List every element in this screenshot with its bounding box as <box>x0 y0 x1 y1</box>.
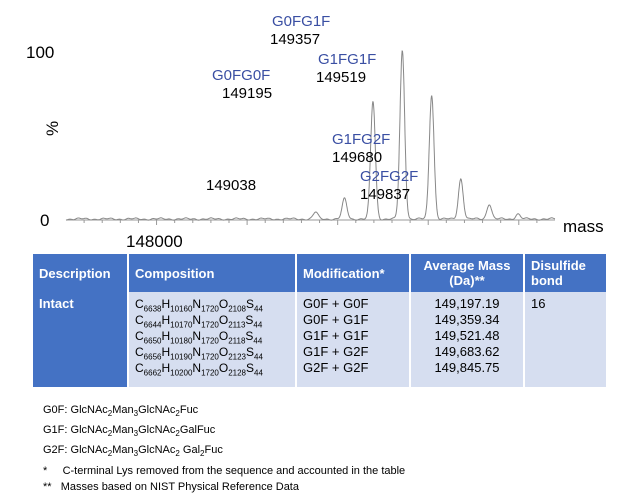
modification-item: G1F + G1F <box>303 328 369 343</box>
composition-header: Composition <box>129 254 297 292</box>
y-tick-label-0: 0 <box>40 211 49 230</box>
modification-item: G0F + G1F <box>303 312 369 327</box>
peak-mass-label: 149519 <box>316 69 366 86</box>
footnote-g2f: G2F: GlcNAc2Man3GlcNAc2 Gal2Fuc <box>43 444 223 459</box>
footnote-g0f: G0F: GlcNAc2Man3GlcNAc2Fuc <box>43 404 199 419</box>
y-axis-label: % <box>43 121 62 136</box>
modification-item: G0F + G0F <box>303 296 369 311</box>
peak-name-label: G1FG2F <box>332 131 390 148</box>
peak-mass-label: 149195 <box>222 85 272 102</box>
peak-name-label: G1FG1F <box>318 51 376 68</box>
footnote-g1f: G1F: GlcNAc2Man3GlcNAc2GalFuc <box>43 424 216 439</box>
mass-value: 149,683.62 <box>434 344 500 359</box>
mass-value: 149,521.48 <box>434 328 500 343</box>
mass-table: Description Composition Modification* Av… <box>33 254 606 387</box>
mass-value: 149,845.75 <box>434 360 500 375</box>
formula-item: C6638H10160N1720O2108S44 <box>135 297 263 314</box>
footnote-double-star: ** Masses based on NIST Physical Referen… <box>43 480 299 493</box>
modification-item: G1F + G2F <box>303 344 369 359</box>
x-axis-ticks <box>83 220 538 225</box>
description-header: Description <box>33 254 129 292</box>
disulfide-header: Disulfide bond <box>525 254 606 292</box>
composition-cell: C6638H10160N1720O2108S44 C6644H10170N1720… <box>129 292 297 387</box>
x-tick-label-148000: 148000 <box>126 232 183 251</box>
formula-item: C6650H10180N1720O2118S44 <box>135 329 263 346</box>
peak-name-label: G2FG2F <box>360 168 418 185</box>
footnote-star: * C-terminal Lys removed from the sequen… <box>43 464 406 477</box>
formula-item: C6656H10190N1720O2123S44 <box>135 345 263 362</box>
y-tick-label-100: 100 <box>26 43 54 62</box>
peak-mass-label: 149357 <box>270 31 320 48</box>
mass-value: 149,359.34 <box>434 312 500 327</box>
peak-name-label: G0FG1F <box>272 13 330 30</box>
description-cell: Intact <box>33 292 129 387</box>
formula-list: C6638H10160N1720O2108S44 C6644H10170N1720… <box>135 296 289 378</box>
modification-cell: G0F + G0F G0F + G1F G1F + G1F G1F + G2F … <box>297 292 411 387</box>
peak-name-label: G0FG0F <box>212 67 270 84</box>
peak-mass-label: 149038 <box>206 177 256 194</box>
average-mass-cell: 149,197.19 149,359.34 149,521.48 149,683… <box>411 292 525 387</box>
disulfide-cell: 16 <box>525 292 606 387</box>
table-header-row: Description Composition Modification* Av… <box>33 254 606 292</box>
footnotes: G0F: GlcNAc2Man3GlcNAc2Fuc G1F: GlcNAc2M… <box>43 402 405 495</box>
peak-mass-label: 149680 <box>332 149 382 166</box>
peak-mass-label: 149837 <box>360 186 410 203</box>
formula-item: C6662H10200N1720O2128S44 <box>135 361 263 378</box>
mass-spectrum-chart: % 100 0 mass 148000 G0FG0F 149195 G0FG1F… <box>26 13 604 251</box>
table-row: Intact C6638H10160N1720O2108S44 C6644H101… <box>33 292 606 387</box>
formula-item: C6644H10170N1720O2113S44 <box>135 313 263 330</box>
mass-value: 149,197.19 <box>434 296 500 311</box>
modification-header: Modification* <box>297 254 411 292</box>
average-mass-header: Average Mass (Da)** <box>411 254 525 292</box>
modification-item: G2F + G2F <box>303 360 369 375</box>
x-axis-label: mass <box>563 217 604 236</box>
spectrum-trace <box>65 50 556 221</box>
